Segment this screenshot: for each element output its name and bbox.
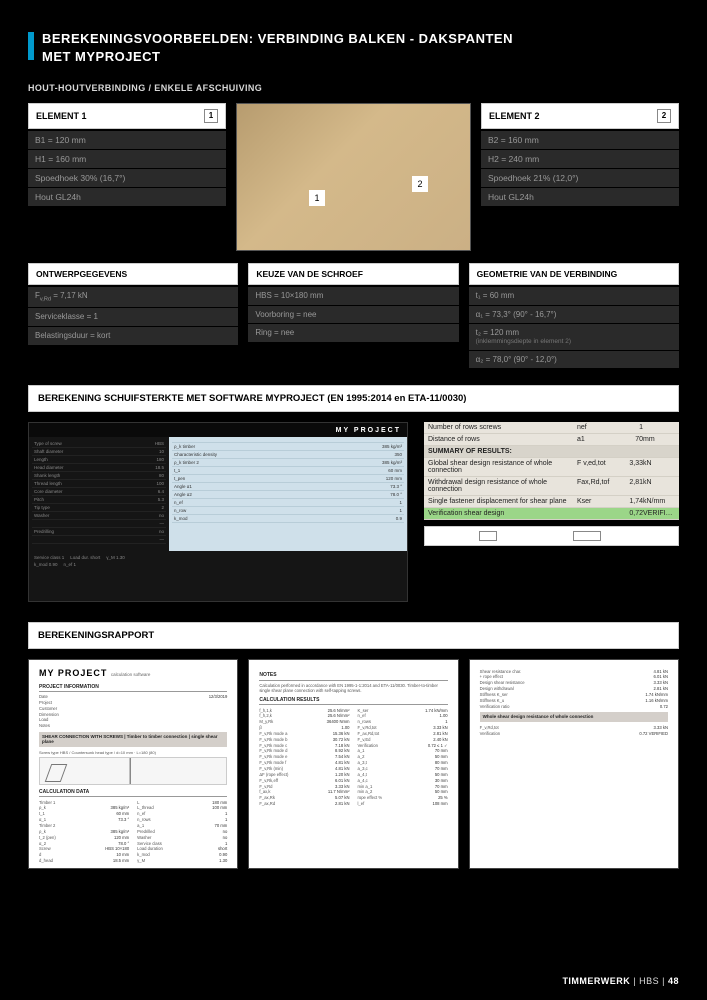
- summary-controls: Service class 1 Load-duration class shor…: [424, 526, 679, 546]
- report-notes-header: NOTES: [259, 672, 447, 680]
- page-title: BEREKENINGSVOORBEELDEN: VERBINDING BALKE…: [28, 30, 679, 65]
- cell: t₂ = 120 mm(inklemmingsdiepte in element…: [469, 324, 679, 349]
- cell: Spoedhoek 21% (12,0°): [481, 169, 679, 187]
- cell: B1 = 120 mm: [28, 131, 226, 149]
- dur-label: Load-duration class: [507, 533, 564, 540]
- report-logo: MY PROJECT: [39, 668, 107, 678]
- software-logo: MY PROJECT: [336, 427, 401, 434]
- title-line-1: BEREKENINGSVOORBEELDEN: VERBINDING BALKE…: [42, 30, 513, 48]
- footer-pagenum: 48: [668, 976, 679, 986]
- cell: H1 = 160 mm: [28, 150, 226, 168]
- svc-label: Service class: [431, 533, 469, 540]
- cell: Hout GL24h: [28, 188, 226, 206]
- report-notes: Calculation performed in accordance with…: [259, 683, 447, 694]
- dur-select[interactable]: short: [573, 531, 600, 541]
- design-header: ONTWERPGEGEVENS: [28, 263, 238, 285]
- report-row: MY PROJECT calculation software PROJECT …: [28, 659, 679, 869]
- screw-block: KEUZE VAN DE SCHROEF HBS = 10×180 mmVoor…: [248, 263, 458, 369]
- cell: Belastingsduur = kort: [28, 327, 238, 345]
- footer-product: HBS: [639, 976, 659, 986]
- cell: t₁ = 60 mm: [469, 287, 679, 305]
- report-section-header: BEREKENINGSRAPPORT: [28, 622, 679, 649]
- cell: Serviceklasse = 1: [28, 308, 238, 326]
- report-diagram: [39, 757, 227, 785]
- cell: B2 = 160 mm: [481, 131, 679, 149]
- report-logo-sub: calculation software: [111, 672, 151, 677]
- summary-table: Number of rows screwsnef1Distance of row…: [424, 422, 679, 520]
- cell: Hout GL24h: [481, 188, 679, 206]
- report-page-1: MY PROJECT calculation software PROJECT …: [28, 659, 238, 869]
- screw-header: KEUZE VAN DE SCHROEF: [248, 263, 458, 285]
- cell: HBS = 10×180 mm: [248, 287, 458, 305]
- footer-category: TIMMERWERK: [562, 976, 630, 986]
- element-2-badge: 2: [657, 109, 671, 123]
- report-band: SHEAR CONNECTION WITH SCREWS | Timber to…: [39, 732, 227, 747]
- psf-label: Partial safety factors: [611, 533, 670, 540]
- cell: Spoedhoek 30% (16,7°): [28, 169, 226, 187]
- report-proj-header: PROJECT INFORMATION: [39, 684, 227, 692]
- page-footer: TIMMERWERK | HBS | 48: [562, 976, 679, 986]
- element-1-header: ELEMENT 1 1: [28, 103, 226, 129]
- geometry-header: GEOMETRIE VAN DE VERBINDING: [469, 263, 679, 285]
- report-diag-note: Screw type HBS / Countersunk head type /…: [39, 750, 227, 755]
- element-2-title: ELEMENT 2: [489, 111, 540, 121]
- cell: Fv,Rd = 7,17 kN: [28, 287, 238, 307]
- elements-row: ELEMENT 1 1 B1 = 120 mmH1 = 160 mmSpoedh…: [28, 103, 679, 251]
- title-line-2: MET MYPROJECT: [42, 48, 513, 66]
- design-block: ONTWERPGEGEVENS Fv,Rd = 7,17 kNServicekl…: [28, 263, 238, 369]
- cell: H2 = 240 mm: [481, 150, 679, 168]
- software-screenshot: MY PROJECT Type of screwHBSShaft diamete…: [28, 422, 408, 602]
- element-2-block: ELEMENT 2 2 B2 = 160 mmH2 = 240 mmSpoedh…: [481, 103, 679, 251]
- accent-bar: [28, 32, 34, 60]
- element-2-header: ELEMENT 2 2: [481, 103, 679, 129]
- title-text: BEREKENINGSVOORBEELDEN: VERBINDING BALKE…: [42, 30, 513, 65]
- calc-section-header: BEREKENING SCHUIFSTERKTE MET SOFTWARE MY…: [28, 385, 679, 412]
- element-1-title: ELEMENT 1: [36, 111, 87, 121]
- software-topbar: MY PROJECT: [29, 423, 407, 437]
- photo-label-1: 1: [309, 190, 325, 206]
- element-1-block: ELEMENT 1 1 B1 = 120 mmH1 = 160 mmSpoedh…: [28, 103, 226, 251]
- cell: α₁ = 73,3° (90° - 16,7°): [469, 306, 679, 324]
- report-page-2: NOTES Calculation performed in accordanc…: [248, 659, 458, 869]
- software-row: MY PROJECT Type of screwHBSShaft diamete…: [28, 422, 679, 602]
- geometry-block: GEOMETRIE VAN DE VERBINDING t₁ = 60 mmα₁…: [469, 263, 679, 369]
- element-1-badge: 1: [204, 109, 218, 123]
- report-calc-header: CALCULATION DATA: [39, 789, 227, 797]
- params-row: ONTWERPGEGEVENS Fv,Rd = 7,17 kNServicekl…: [28, 263, 679, 369]
- software-summary: Number of rows screwsnef1Distance of row…: [424, 422, 679, 602]
- cell: Voorboring = nee: [248, 306, 458, 324]
- cell: Ring = nee: [248, 324, 458, 342]
- report-p3-band: Whole shear design resistance of whole c…: [480, 712, 668, 722]
- joint-photo: 1 2: [236, 103, 471, 251]
- summary-header: SUMMARY OF RESULTS:: [428, 448, 577, 455]
- photo-label-2: 2: [412, 176, 428, 192]
- svc-select[interactable]: 1: [479, 531, 496, 541]
- cell: α₂ = 78,0° (90° - 12,0°): [469, 351, 679, 369]
- report-results-header: CALCULATION RESULTS: [259, 697, 447, 705]
- report-page-3: Shear resistance char.4.81 kN+ rope effe…: [469, 659, 679, 869]
- software-bottom-panel: Service class 1Load dur. shortγ_M 1.30 k…: [29, 551, 407, 601]
- subtitle: HOUT-HOUTVERBINDING / ENKELE AFSCHUIVING: [28, 83, 679, 93]
